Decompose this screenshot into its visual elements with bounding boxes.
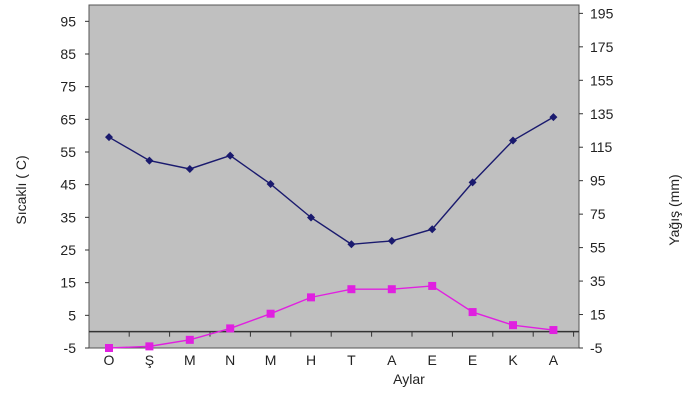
axes-layer bbox=[85, 12, 583, 349]
series-point-1 bbox=[185, 164, 194, 173]
y-left-tick-label: 25 bbox=[60, 242, 76, 258]
y-left-tick-label: 35 bbox=[60, 209, 76, 225]
y-right-tick-label: 55 bbox=[590, 240, 606, 256]
series-point-2 bbox=[428, 281, 437, 290]
y-right-tick-label: 95 bbox=[590, 173, 606, 189]
y-left-tick-label: 15 bbox=[60, 275, 76, 291]
x-tick-label: H bbox=[306, 352, 316, 368]
series-point-1 bbox=[387, 236, 396, 245]
x-tick-label: E bbox=[428, 352, 437, 368]
y-right-tick-label: 195 bbox=[590, 5, 614, 21]
series-point-1 bbox=[549, 113, 558, 122]
y-left-tick-label: 65 bbox=[60, 111, 76, 127]
x-tick-label: O bbox=[104, 352, 115, 368]
x-tick-label: K bbox=[508, 352, 518, 368]
series-point-2 bbox=[105, 344, 113, 352]
series-point-1 bbox=[105, 133, 113, 142]
y-axis-right-title: Yağış (mm) bbox=[666, 174, 682, 245]
y-right-tick-label: 135 bbox=[590, 106, 614, 122]
y-right-tick-label: 15 bbox=[590, 307, 606, 323]
series-point-2 bbox=[185, 335, 194, 344]
series-layer bbox=[105, 113, 558, 352]
plot-area bbox=[88, 4, 580, 349]
series-point-1 bbox=[347, 240, 356, 249]
x-tick-label: M bbox=[184, 352, 196, 368]
x-tick-label: T bbox=[347, 352, 356, 368]
series-point-2 bbox=[307, 293, 315, 302]
ticks-layer: -5 5 15 25 35 45 55 65 75 85 95 -5 15 35 55 75 95 115 135 1… bbox=[60, 5, 613, 368]
x-tick-label: N bbox=[225, 352, 235, 368]
y-right-tick-label: 75 bbox=[590, 206, 606, 222]
x-axis-title: Aylar bbox=[393, 371, 425, 387]
series-line-2 bbox=[108, 285, 554, 349]
y-axis-left-title: Sıcaklı ( C) bbox=[13, 155, 29, 224]
y-left-tick-label: 55 bbox=[60, 144, 76, 160]
x-tick-label: E bbox=[468, 352, 477, 368]
series-point-2 bbox=[468, 308, 477, 317]
y-right-tick-label: 155 bbox=[590, 72, 614, 88]
series-point-2 bbox=[145, 342, 154, 351]
series-point-1 bbox=[226, 151, 235, 160]
y-left-tick-label: 75 bbox=[60, 79, 76, 95]
y-left-tick-label: 95 bbox=[60, 13, 76, 29]
series-point-1 bbox=[428, 225, 437, 234]
x-tick-label: A bbox=[387, 352, 397, 368]
y-right-tick-label: 115 bbox=[590, 139, 613, 155]
series-point-1 bbox=[145, 156, 154, 165]
y-right-tick-label: 175 bbox=[590, 39, 614, 55]
x-tick-label: Ş bbox=[145, 352, 154, 368]
series-point-1 bbox=[509, 136, 517, 145]
y-left-tick-label: 5 bbox=[68, 307, 76, 323]
y-left-tick-label: -5 bbox=[64, 340, 77, 356]
series-point-2 bbox=[387, 285, 396, 294]
y-left-tick-label: 45 bbox=[60, 177, 76, 193]
series-point-2 bbox=[347, 285, 356, 294]
series-point-2 bbox=[266, 309, 275, 318]
y-left-tick-label: 85 bbox=[60, 46, 76, 62]
y-right-tick-label: 35 bbox=[590, 273, 606, 289]
series-line-1 bbox=[108, 116, 554, 245]
x-tick-label: A bbox=[549, 352, 559, 368]
series-point-2 bbox=[509, 321, 517, 330]
x-tick-label: M bbox=[265, 352, 277, 368]
series-point-1 bbox=[307, 213, 315, 222]
series-point-1 bbox=[468, 178, 477, 187]
series-point-2 bbox=[549, 326, 558, 335]
series-point-2 bbox=[226, 324, 235, 333]
y-right-tick-label: -5 bbox=[590, 340, 603, 356]
series-point-1 bbox=[266, 180, 275, 189]
